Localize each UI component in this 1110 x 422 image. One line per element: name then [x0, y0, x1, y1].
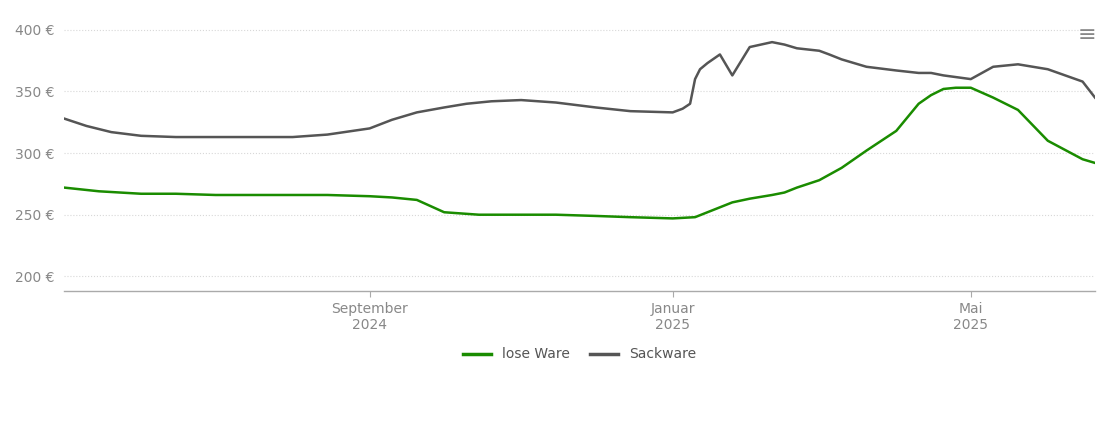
Text: ≡: ≡: [1078, 25, 1097, 45]
Legend: lose Ware, Sackware: lose Ware, Sackware: [457, 342, 702, 367]
